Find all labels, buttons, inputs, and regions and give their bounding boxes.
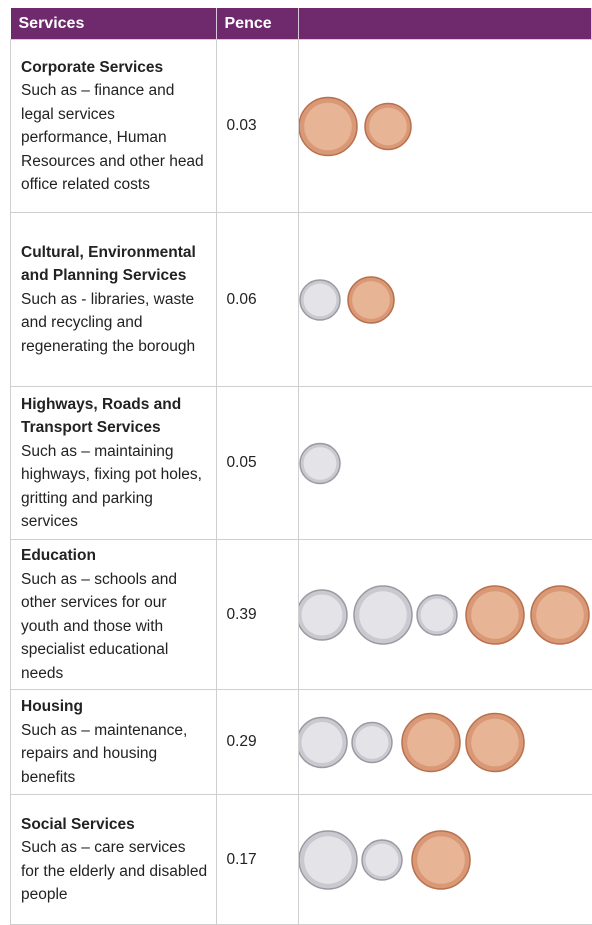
coin bbox=[402, 713, 460, 771]
coins bbox=[299, 542, 592, 688]
coin-face bbox=[301, 722, 342, 763]
coin bbox=[299, 717, 347, 767]
coins bbox=[299, 691, 592, 794]
coins-cell bbox=[298, 540, 592, 690]
coins bbox=[299, 796, 592, 924]
coin-face bbox=[369, 107, 407, 145]
coin-face bbox=[471, 591, 519, 639]
service-description: Such as – schools and other services for… bbox=[21, 568, 208, 686]
coins bbox=[299, 214, 592, 386]
coin bbox=[354, 586, 412, 644]
pence-cell: 0.03 bbox=[216, 40, 298, 213]
table-row: Cultural, Environmental and Planning Ser… bbox=[11, 213, 592, 387]
coin-face bbox=[304, 102, 352, 150]
service-title: Highways, Roads and Transport Services bbox=[21, 393, 208, 440]
header-row: Services Pence bbox=[11, 8, 592, 40]
coin-face bbox=[301, 594, 342, 635]
coins-cell bbox=[298, 795, 592, 925]
header-cell: Pence bbox=[216, 8, 298, 40]
service-cell: Cultural, Environmental and Planning Ser… bbox=[11, 213, 217, 387]
coin-face bbox=[352, 281, 390, 319]
coins-cell bbox=[298, 213, 592, 387]
coin bbox=[299, 590, 347, 640]
pence-cell: 0.05 bbox=[216, 387, 298, 540]
service-title: Housing bbox=[21, 695, 208, 719]
coins bbox=[299, 41, 592, 212]
coins-cell bbox=[298, 387, 592, 540]
coin bbox=[362, 840, 402, 880]
coin-face bbox=[355, 726, 388, 759]
service-description: Such as – finance and legal services per… bbox=[21, 79, 208, 197]
pence-cell: 0.39 bbox=[216, 540, 298, 690]
coin bbox=[531, 586, 589, 644]
coin bbox=[300, 443, 340, 483]
service-title: Cultural, Environmental and Planning Ser… bbox=[21, 241, 208, 288]
coin-face bbox=[303, 283, 336, 316]
coin bbox=[365, 103, 411, 149]
coin-face bbox=[303, 447, 336, 480]
coin-face bbox=[420, 598, 453, 631]
coins-cell bbox=[298, 40, 592, 213]
service-title: Education bbox=[21, 544, 208, 568]
coins bbox=[299, 388, 592, 539]
coin bbox=[417, 595, 457, 635]
coin bbox=[412, 831, 470, 889]
header-cell bbox=[298, 8, 592, 40]
header-cell: Services bbox=[11, 8, 217, 40]
coin bbox=[352, 722, 392, 762]
coin bbox=[299, 831, 357, 889]
coin bbox=[466, 586, 524, 644]
service-description: Such as – maintenance, repairs and housi… bbox=[21, 719, 208, 790]
coin bbox=[300, 280, 340, 320]
pence-cell: 0.29 bbox=[216, 690, 298, 795]
coin-face bbox=[407, 718, 455, 766]
coin bbox=[466, 713, 524, 771]
service-description: Such as – care services for the elderly … bbox=[21, 836, 208, 907]
coin-face bbox=[417, 836, 465, 884]
coin-face bbox=[536, 591, 584, 639]
service-title: Social Services bbox=[21, 813, 208, 837]
coin-face bbox=[304, 836, 352, 884]
pence-cell: 0.06 bbox=[216, 213, 298, 387]
service-description: Such as – maintaining highways, fixing p… bbox=[21, 440, 208, 534]
coin-face bbox=[471, 718, 519, 766]
coin bbox=[299, 97, 357, 155]
coins-cell bbox=[298, 690, 592, 795]
coin-face bbox=[359, 591, 407, 639]
coin-face bbox=[365, 843, 398, 876]
pence-cell: 0.17 bbox=[216, 795, 298, 925]
service-description: Such as - libraries, waste and recycling… bbox=[21, 288, 208, 359]
coin bbox=[348, 277, 394, 323]
service-title: Corporate Services bbox=[21, 56, 208, 80]
